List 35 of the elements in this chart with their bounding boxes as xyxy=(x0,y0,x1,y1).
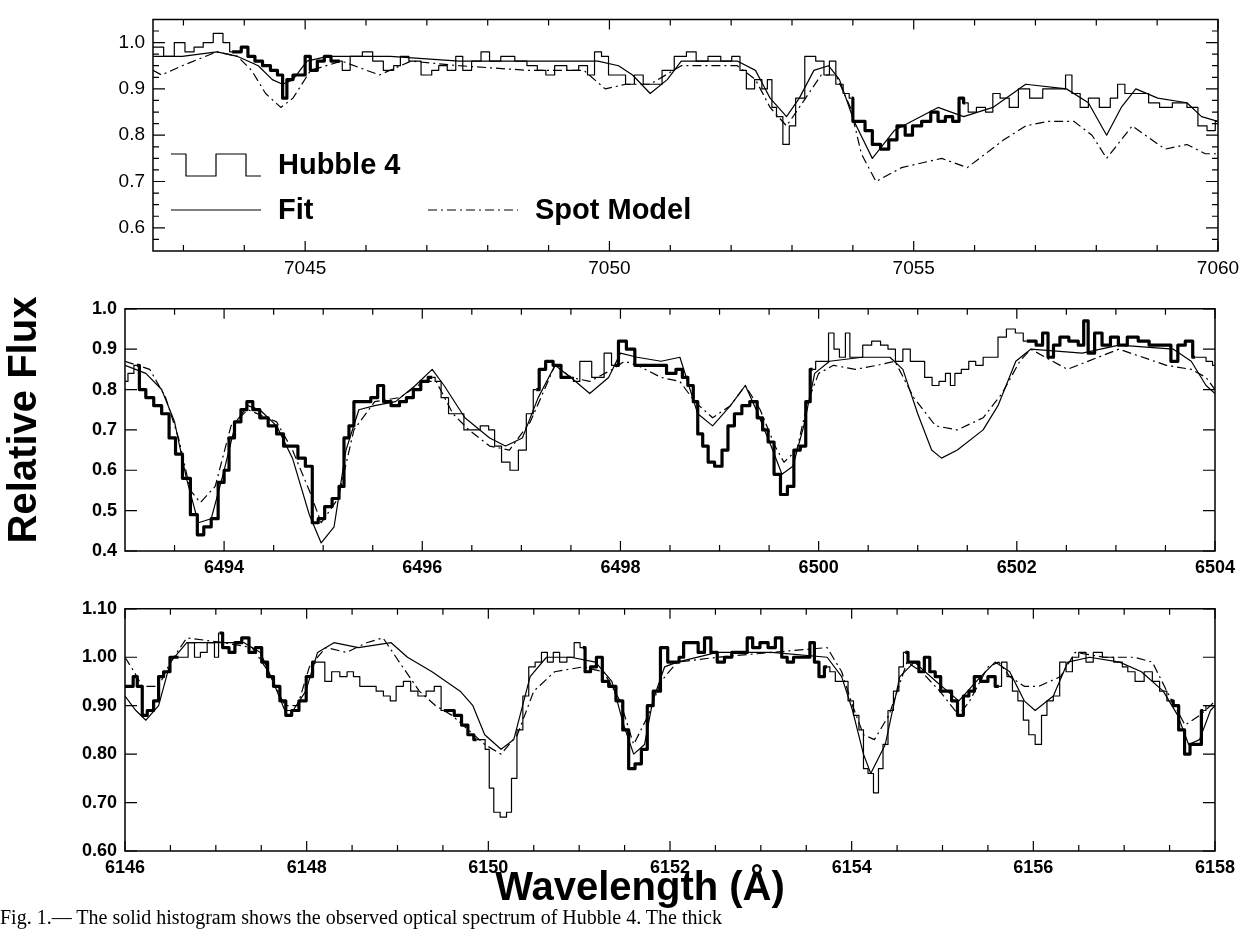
legend-label: Spot Model xyxy=(535,193,692,225)
x-tick-label: 7045 xyxy=(284,256,327,278)
legend-label: Fit xyxy=(278,193,314,225)
y-tick-label: 0.4 xyxy=(91,539,117,560)
x-tick-label: 6502 xyxy=(996,556,1037,577)
y-tick-label: 0.70 xyxy=(81,791,117,812)
y-tick-label: 1.0 xyxy=(91,297,117,318)
y-tick-label: 0.5 xyxy=(91,499,117,520)
y-tick-label: 0.6 xyxy=(118,216,145,238)
y-axis-title: Relative Flux xyxy=(0,296,45,544)
y-tick-label: 1.10 xyxy=(81,597,117,618)
x-tick-label: 6498 xyxy=(600,556,641,577)
y-tick-label: 0.9 xyxy=(91,338,117,359)
y-tick-label: 1.0 xyxy=(118,30,145,52)
x-tick-label: 6500 xyxy=(798,556,839,577)
x-tick-label: 6496 xyxy=(402,556,443,577)
x-tick-label: 6494 xyxy=(204,556,245,577)
x-tick-label: 6148 xyxy=(286,856,327,877)
y-tick-label: 0.8 xyxy=(118,123,145,145)
x-tick-label: 7060 xyxy=(1196,256,1240,278)
y-tick-label: 0.6 xyxy=(91,459,117,480)
x-tick-label: 7055 xyxy=(892,256,935,278)
y-tick-label: 0.7 xyxy=(118,169,145,191)
x-tick-label: 7050 xyxy=(588,256,631,278)
y-tick-label: 0.90 xyxy=(81,694,117,715)
x-tick-label: 6156 xyxy=(1013,856,1054,877)
y-tick-label: 0.9 xyxy=(118,77,145,99)
y-tick-label: 1.00 xyxy=(81,646,117,667)
y-tick-label: 0.8 xyxy=(91,378,117,399)
x-tick-label: 6504 xyxy=(1194,556,1236,577)
y-tick-label: 0.80 xyxy=(81,743,117,764)
x-tick-label: 6154 xyxy=(831,856,872,877)
y-tick-label: 0.7 xyxy=(91,418,117,439)
legend-label: Hubble 4 xyxy=(278,148,401,180)
x-tick-label: 6158 xyxy=(1194,856,1236,877)
